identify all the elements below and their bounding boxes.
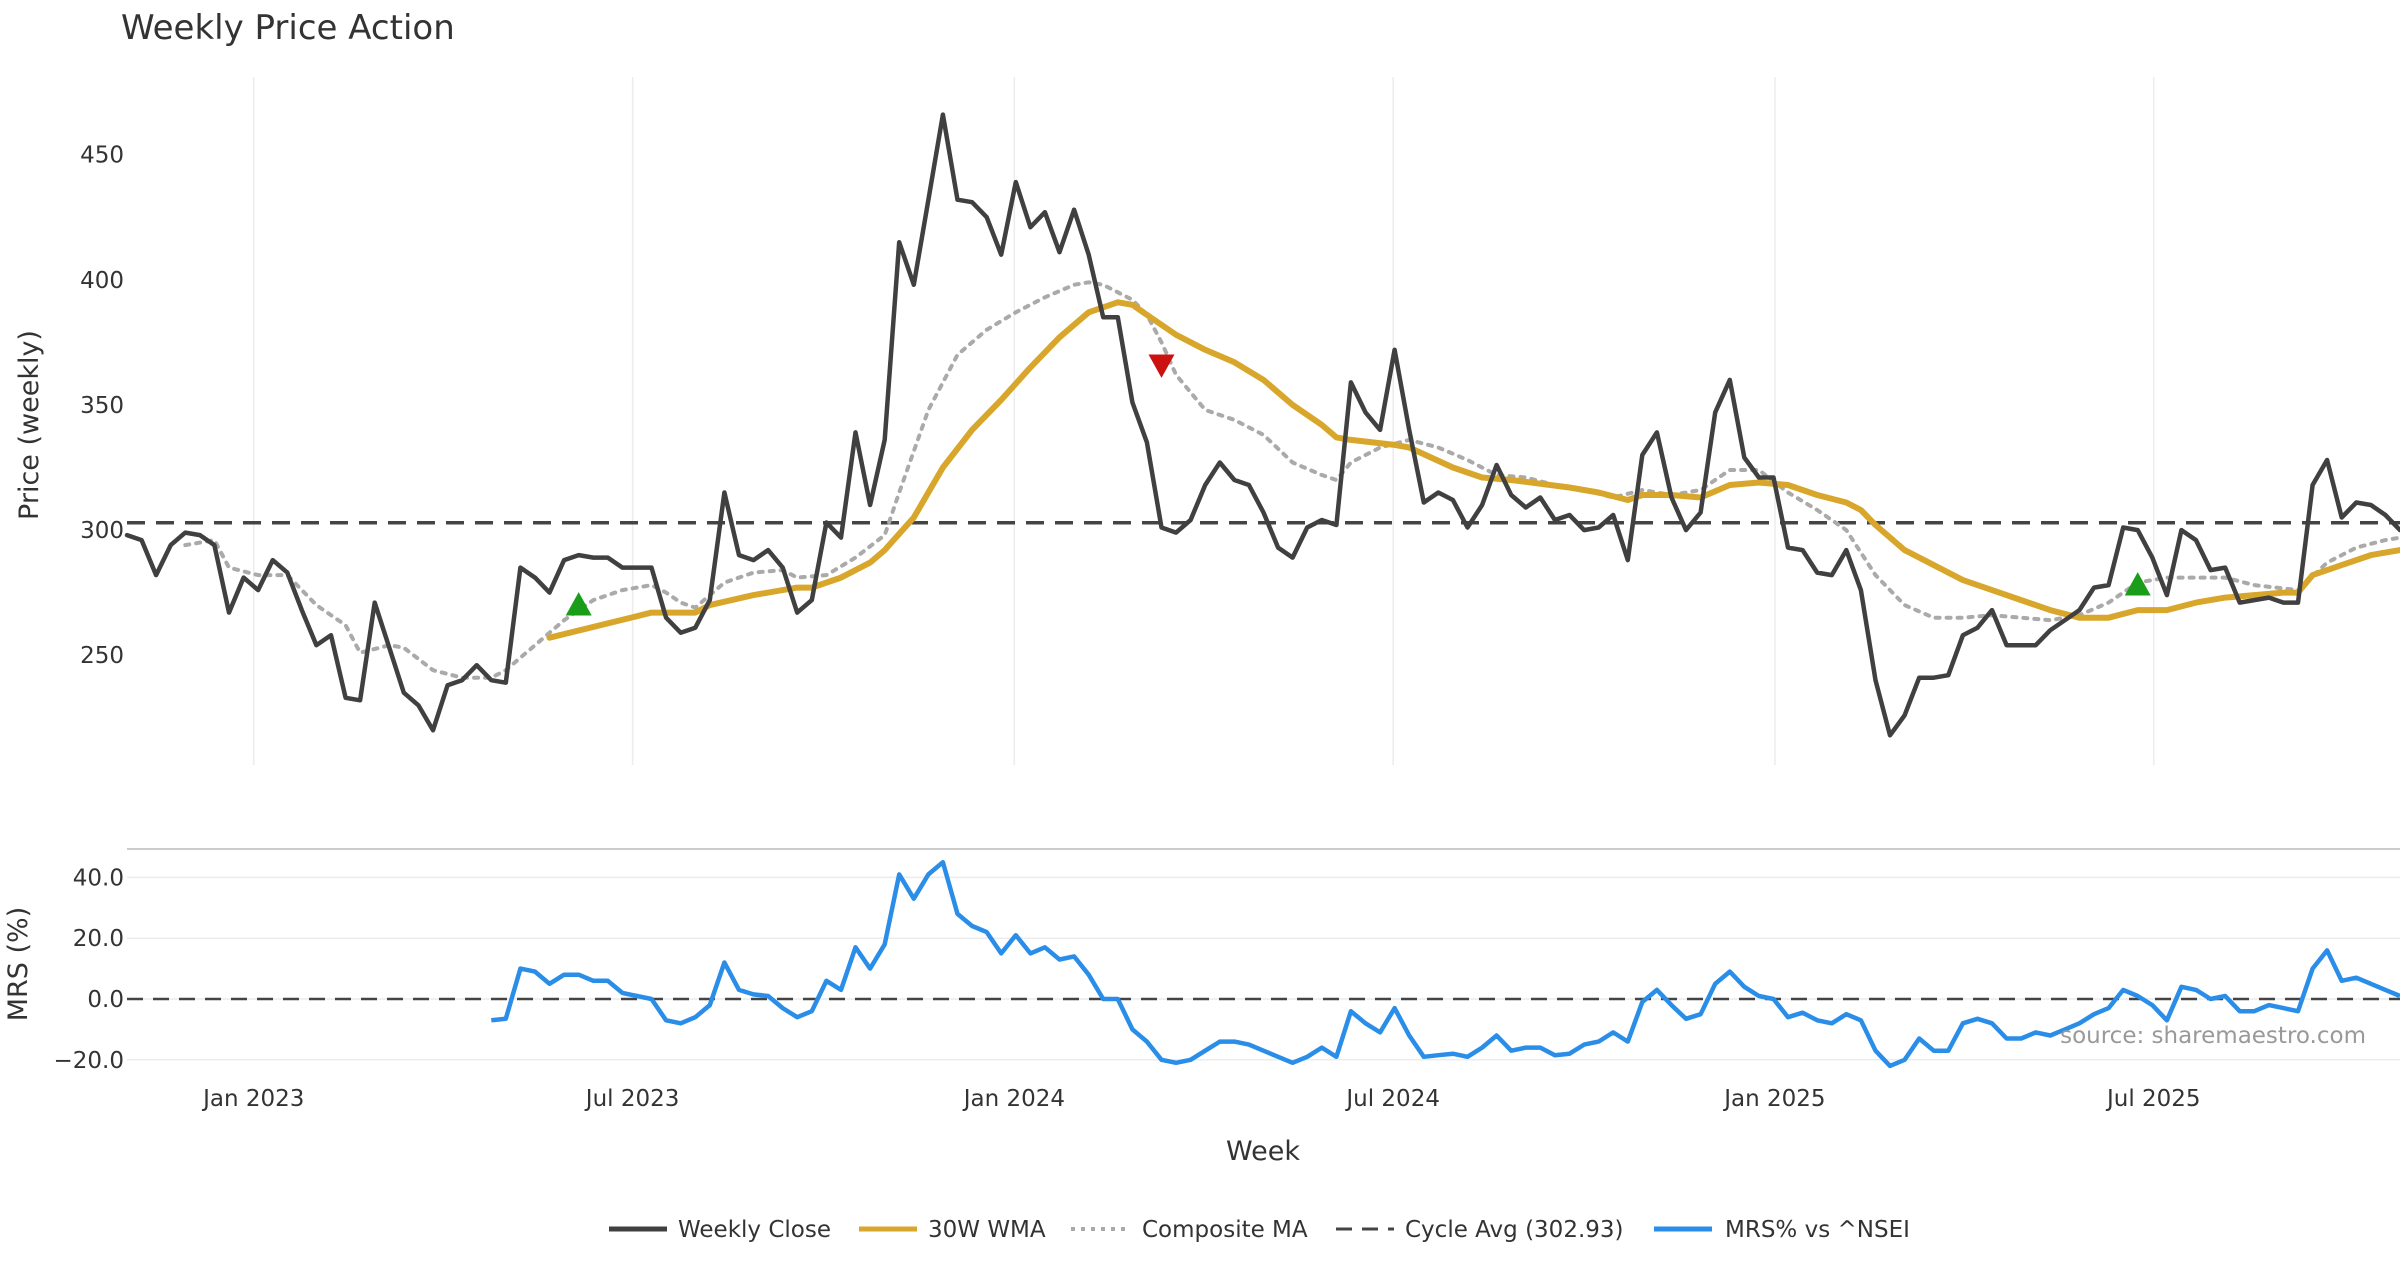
legend-item-mrs[interactable]: MRS% vs ^NSEI [1654, 1217, 1910, 1243]
30w-wma-line [550, 302, 2400, 637]
x-ticks: Jan 2023 Jul 2023 Jan 2024 Jul 2024 Jan 2025… [201, 1086, 2200, 1112]
x-tick-label: Jan 2024 [962, 1086, 1065, 1112]
y-tick-label: 300 [80, 518, 124, 544]
weekly-close-line [127, 115, 2400, 736]
buy-signal-marker [2125, 572, 2151, 595]
buy-signal-marker [566, 592, 592, 615]
x-tick-label: Jul 2024 [1344, 1086, 1440, 1112]
legend-item-weekly-close[interactable]: Weekly Close [609, 1217, 831, 1243]
y-tick-label: 350 [80, 393, 124, 419]
x-tick-label: Jan 2023 [201, 1086, 304, 1112]
legend-label: Composite MA [1142, 1217, 1308, 1243]
source-credit: source: sharemaestro.com [2060, 1023, 2366, 1049]
legend: Weekly Close 30W WMA Composite MA Cycle … [609, 1217, 1910, 1243]
x-axis-label: Week [1226, 1136, 1300, 1167]
y-tick-label: 250 [80, 643, 124, 669]
price-series [127, 115, 2400, 736]
legend-label: 30W WMA [928, 1217, 1046, 1243]
price-y-axis-label: Price (weekly) [14, 330, 45, 520]
x-tick-label: Jul 2023 [584, 1086, 680, 1112]
sell-signal-marker [1149, 354, 1175, 377]
y-tick-label: 400 [80, 268, 124, 294]
price-y-ticks: 250 300 350 400 450 [80, 143, 124, 670]
x-tick-label: Jul 2025 [2105, 1086, 2201, 1112]
legend-label: Weekly Close [678, 1217, 831, 1243]
mrs-y-tick-label: 20.0 [73, 926, 124, 952]
mrs-y-axis-label: MRS (%) [3, 907, 34, 1022]
mrs-y-tick-label: 40.0 [73, 865, 124, 891]
legend-item-30w-wma[interactable]: 30W WMA [859, 1217, 1046, 1243]
x-tick-label: Jan 2025 [1722, 1086, 1825, 1112]
legend-item-cycle-avg[interactable]: Cycle Avg (302.93) [1336, 1217, 1624, 1243]
mrs-y-tick-label: −20.0 [54, 1048, 124, 1074]
mrs-series [127, 862, 2400, 1066]
price-gridlines [254, 77, 2154, 765]
y-tick-label: 450 [80, 143, 124, 169]
mrs-y-ticks: −20.0 0.0 20.0 40.0 [54, 865, 124, 1073]
legend-label: Cycle Avg (302.93) [1405, 1217, 1624, 1243]
legend-item-composite-ma[interactable]: Composite MA [1071, 1217, 1308, 1243]
legend-label: MRS% vs ^NSEI [1725, 1217, 1910, 1243]
mrs-y-tick-label: 0.0 [87, 987, 124, 1013]
chart-title: Weekly Price Action [121, 8, 455, 48]
